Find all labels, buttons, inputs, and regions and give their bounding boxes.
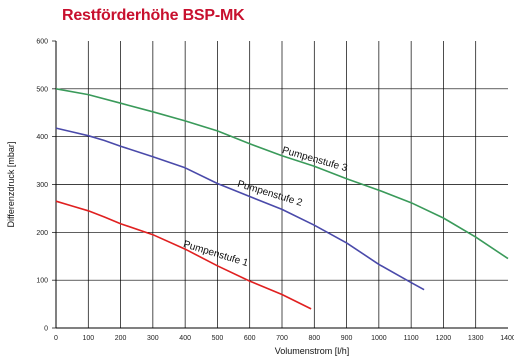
y-axis-label: Differenzdruck [mbar]: [6, 142, 16, 228]
x-tick-label: 100: [82, 335, 94, 342]
x-tick-label: 500: [212, 335, 224, 342]
series-line-pumpenstufe-2: [55, 127, 425, 291]
grid: [56, 41, 508, 328]
x-tick-label: 700: [276, 335, 288, 342]
x-tick-label: 0: [54, 335, 58, 342]
x-tick-label: 800: [308, 335, 320, 342]
y-tick-label: 0: [44, 326, 48, 333]
x-tick-label: 200: [115, 335, 127, 342]
x-tick-label: 900: [341, 335, 353, 342]
x-tick-label: 1200: [436, 335, 452, 342]
series-lines: [55, 88, 509, 310]
x-tick-label: 600: [244, 335, 256, 342]
y-tick-label: 500: [36, 86, 48, 93]
x-tick-label: 1300: [468, 335, 484, 342]
x-tick-label: 300: [147, 335, 159, 342]
y-tick-label: 400: [36, 134, 48, 141]
axes: 0 100 200 300 400 500 600 700 800 900 1000 1100 1200…: [36, 39, 514, 343]
chart-title: Restförderhöhe BSP-MK: [62, 7, 245, 24]
y-tick-label: 200: [36, 230, 48, 237]
y-tick-label: 600: [36, 39, 48, 46]
y-tick-label: 300: [36, 182, 48, 189]
series-label-pumpenstufe-3: Pumpenstufe 3: [281, 145, 349, 174]
y-tick-label: 100: [36, 278, 48, 285]
x-tick-label: 1100: [404, 335, 419, 342]
x-tick-label: 400: [179, 335, 191, 342]
x-axis-label: Volumenstrom [l/h]: [275, 346, 350, 356]
series-line-pumpenstufe-1: [55, 200, 312, 310]
x-tick-label: 1000: [371, 335, 387, 342]
series-line-pumpenstufe-3: [55, 88, 509, 260]
x-tick-label: 1400: [500, 335, 514, 342]
